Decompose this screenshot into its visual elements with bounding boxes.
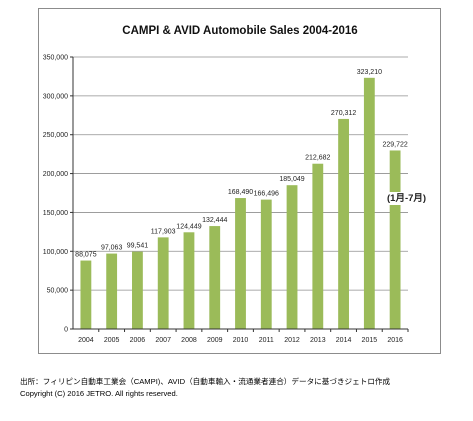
y-tick-label: 200,000 [43,171,68,178]
source-note: 出所：フィリピン自動車工業会（CAMPI)、AVID（自動車輸入・流通業者連合）… [20,377,391,386]
bar-2010 [235,198,246,329]
data-label-2011: 166,496 [254,191,279,198]
data-label-2015: 323,210 [357,69,382,76]
x-tick-label-2015: 2015 [362,337,378,344]
bar-2009 [209,226,221,329]
bar-2008 [183,232,195,329]
data-label-2014: 270,312 [331,110,356,117]
data-label-2010: 168,490 [228,189,253,196]
bar-2005 [106,253,118,329]
bar-chart: CAMPI & AVID Automobile Sales 2004-2016 … [43,25,428,344]
bar-2004 [80,260,92,329]
x-tick-label-2013: 2013 [310,337,326,344]
data-label-2016: 229,722 [382,141,407,148]
x-tick-label-2006: 2006 [130,337,146,344]
y-tick-label: 350,000 [43,55,68,62]
x-tick-label-2009: 2009 [207,337,223,344]
bar-2006 [132,251,143,329]
data-label-2007: 117,903 [151,228,176,235]
bar-2014 [338,118,349,330]
x-tick-label-2012: 2012 [284,337,300,344]
bar-2013 [312,163,324,329]
data-label-2008: 124,449 [176,223,201,230]
bar-2015 [363,77,375,329]
y-tick-label: 100,000 [43,249,68,256]
x-tick-label-2016: 2016 [387,337,403,344]
y-tick-label: 250,000 [43,132,68,139]
data-label-2004: 88,075 [75,252,97,259]
y-tick-label: 0 [64,327,68,334]
chart-frame: CAMPI & AVID Automobile Sales 2004-2016 … [38,8,441,354]
x-tick-label-2005: 2005 [104,337,120,344]
copyright-note: Copyright (C) 2016 JETRO. All rights res… [20,389,178,398]
bar-2016 [389,150,401,329]
data-label-2012: 185,049 [279,176,304,183]
y-tick-label: 300,000 [43,93,68,100]
bar-2007 [157,237,169,329]
y-tick-label: 150,000 [43,210,68,217]
data-label-2005: 97,063 [101,245,123,252]
x-tick-label-2010: 2010 [233,337,249,344]
chart-title: CAMPI & AVID Automobile Sales 2004-2016 [122,25,357,37]
x-tick-label-2011: 2011 [259,337,274,344]
data-label-2006: 99,541 [127,243,149,250]
data-label-2009: 132,444 [202,217,227,224]
x-tick-label-2007: 2007 [155,337,171,344]
annotation-background [386,192,428,205]
data-label-2013: 212,682 [305,155,330,162]
bar-2012 [286,185,298,329]
x-tick-label-2008: 2008 [181,337,197,344]
period-annotation: (1月-7月) [387,193,426,204]
x-tick-label-2004: 2004 [78,337,94,344]
x-tick-label-2014: 2014 [336,337,352,344]
bar-2011 [260,199,272,329]
y-tick-label: 50,000 [47,288,69,295]
